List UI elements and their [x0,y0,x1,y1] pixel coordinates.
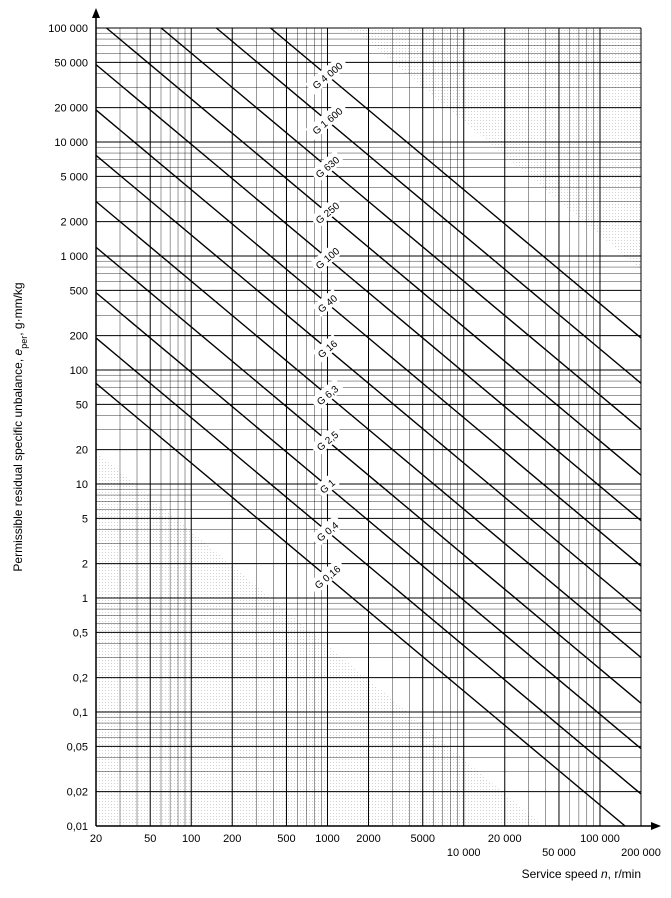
y-tick-label: 0,2 [73,673,88,685]
y-tick-label: 0,05 [67,741,88,753]
x-tick-label: 2000 [356,833,380,845]
y-tick-label: 10 [76,479,88,491]
y-tick-label: 1 [82,593,88,605]
y-tick-label: 0,01 [67,821,88,833]
x-tick-label: 200 000 [621,847,661,859]
x-tick-label: 50 [144,833,156,845]
x-tick-label: 100 000 [580,833,620,845]
y-tick-label: 2 [82,559,88,571]
y-tick-label: 50 000 [54,57,88,69]
y-tick-label: 0,02 [67,787,88,799]
x-tick-label: 1000 [315,833,339,845]
x-tick-label: 50 000 [542,847,576,859]
y-tick-label: 2 000 [60,217,88,229]
x-tick-label: 10 000 [447,847,481,859]
x-tick-label: 5000 [410,833,434,845]
y-tick-label: 5 000 [60,171,88,183]
y-tick-label: 5 [82,513,88,525]
y-axis-title: Permissible residual specific unbalance,… [11,282,29,571]
x-tick-label: 200 [223,833,241,845]
x-tick-label: 100 [182,833,200,845]
y-tick-label: 20 [76,445,88,457]
y-tick-label: 100 [70,365,88,377]
x-axis-arrow [651,822,661,830]
x-tick-label: 20 [90,833,102,845]
svg-text:Permissible residual specific: Permissible residual specific unbalance,… [11,282,29,571]
y-tick-label: 20 000 [54,103,88,115]
balance-grade-chart: G 4 000G 1 600G 630G 250G 100G 40G 16G 6… [0,0,671,898]
y-tick-label: 500 [70,285,88,297]
y-axis-arrow [92,8,100,18]
x-tick-label: 500 [277,833,295,845]
y-tick-label: 0,1 [73,707,88,719]
x-axis-title: Service speed n, r/min [522,867,641,881]
y-tick-label: 10 000 [54,137,88,149]
x-tick-label: 20 000 [488,833,522,845]
y-tick-label: 100 000 [48,23,88,35]
y-tick-label: 0,5 [73,627,88,639]
y-tick-label: 200 [70,331,88,343]
y-tick-label: 50 [76,399,88,411]
chart-svg: G 4 000G 1 600G 630G 250G 100G 40G 16G 6… [0,0,671,898]
y-tick-label: 1 000 [60,251,88,263]
